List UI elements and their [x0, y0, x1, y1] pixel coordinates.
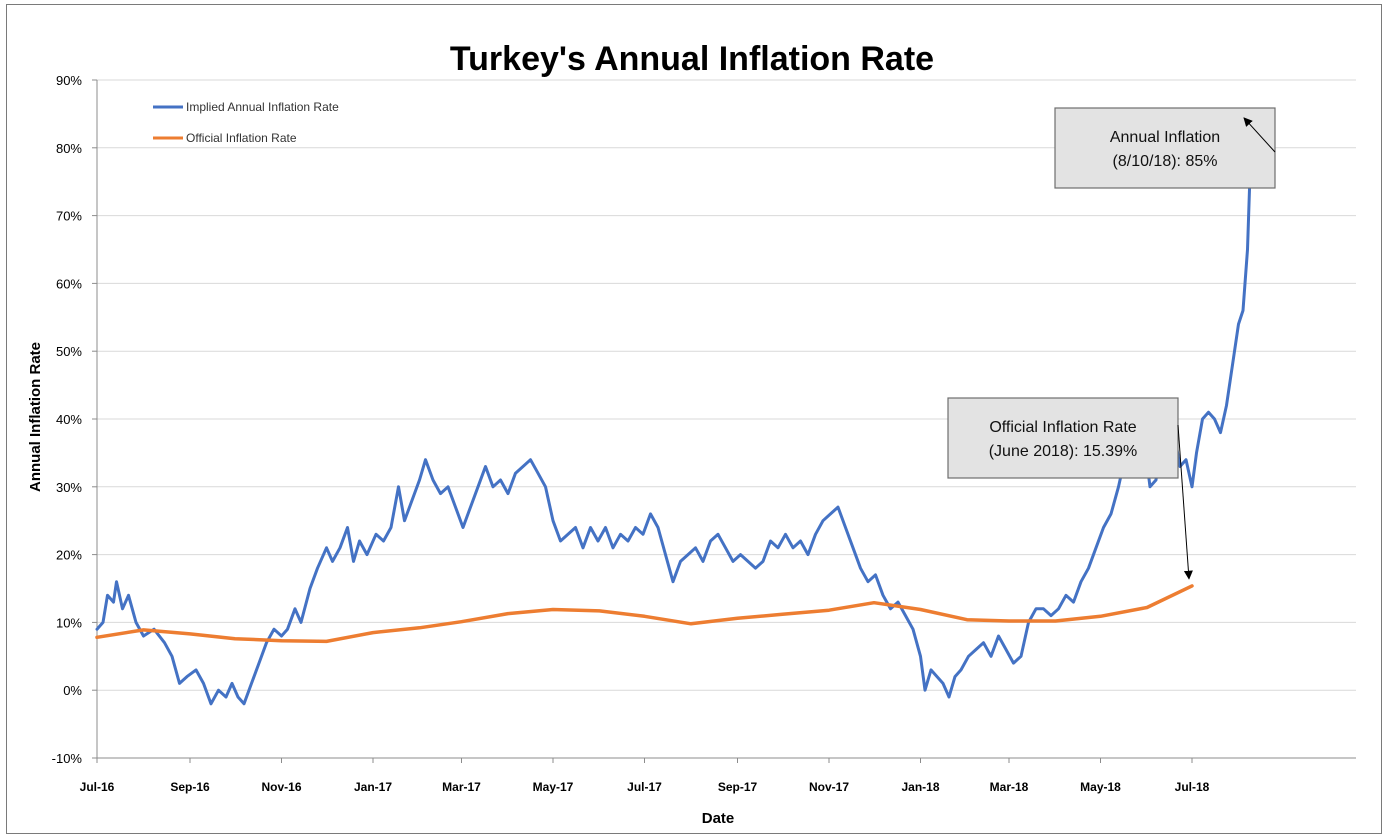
y-tick-label: 10%	[56, 615, 82, 630]
x-tick-label: Nov-16	[261, 780, 301, 794]
legend: Implied Annual Inflation Rate Official In…	[153, 100, 339, 145]
x-tick-label: Jul-18	[1175, 780, 1210, 794]
callout-arrow	[1177, 424, 1193, 580]
y-tick-label: -10%	[52, 751, 83, 766]
callout-text: Official Inflation Rate	[989, 419, 1136, 436]
y-tick-label: 0%	[63, 683, 82, 698]
callout-text: Annual Inflation	[1110, 129, 1220, 146]
x-tick-label: Mar-17	[442, 780, 481, 794]
y-tick-label: 20%	[56, 548, 82, 563]
callout-text: (8/10/18): 85%	[1113, 153, 1218, 170]
y-tick-label: 70%	[56, 209, 82, 224]
y-tick-label: 30%	[56, 480, 82, 495]
callout-box	[947, 397, 1179, 479]
x-tick-label: Nov-17	[809, 780, 849, 794]
y-tick-label: 60%	[56, 276, 82, 291]
callout-box	[1054, 107, 1276, 189]
legend-label: Official Inflation Rate	[186, 131, 297, 145]
callouts: Annual Inflation (8/10/18): 85% Official I…	[947, 107, 1276, 580]
x-tick-label: May-17	[533, 780, 574, 794]
y-tick-label: 90%	[56, 73, 82, 88]
series-line-implied	[95, 112, 1254, 706]
y-tick-label: 50%	[56, 344, 82, 359]
y-tick-label: 80%	[56, 141, 82, 156]
series-line-official	[95, 584, 1194, 644]
x-tick-label: Sep-17	[718, 780, 758, 794]
x-tick-label: Jan-17	[354, 780, 392, 794]
callout-text: (June 2018): 15.39%	[989, 443, 1138, 460]
callout-arrow	[1243, 117, 1276, 153]
x-tick-label: Sep-16	[170, 780, 210, 794]
series-layer	[95, 112, 1254, 706]
x-axis-title: Date	[702, 810, 735, 826]
chart-title: Turkey's Annual Inflation Rate	[450, 40, 934, 78]
x-tick-label: Mar-18	[990, 780, 1029, 794]
x-tick-label: Jan-18	[901, 780, 939, 794]
legend-label: Implied Annual Inflation Rate	[186, 100, 339, 114]
x-tick-label: Jul-17	[627, 780, 662, 794]
x-tick-label: Jul-16	[80, 780, 115, 794]
y-axis-title: Annual Inflation Rate	[27, 342, 44, 492]
y-tick-labels: -10% 0% 10% 20% 30% 40% 50% 60% 70% 80% 90%	[52, 73, 83, 766]
axes	[92, 79, 1356, 763]
x-tick-label: May-18	[1080, 780, 1121, 794]
x-tick-labels: Jul-16 Sep-16 Nov-16 Jan-17 Mar-17 May-17 Jul-…	[80, 780, 1210, 794]
y-tick-label: 40%	[56, 412, 82, 427]
